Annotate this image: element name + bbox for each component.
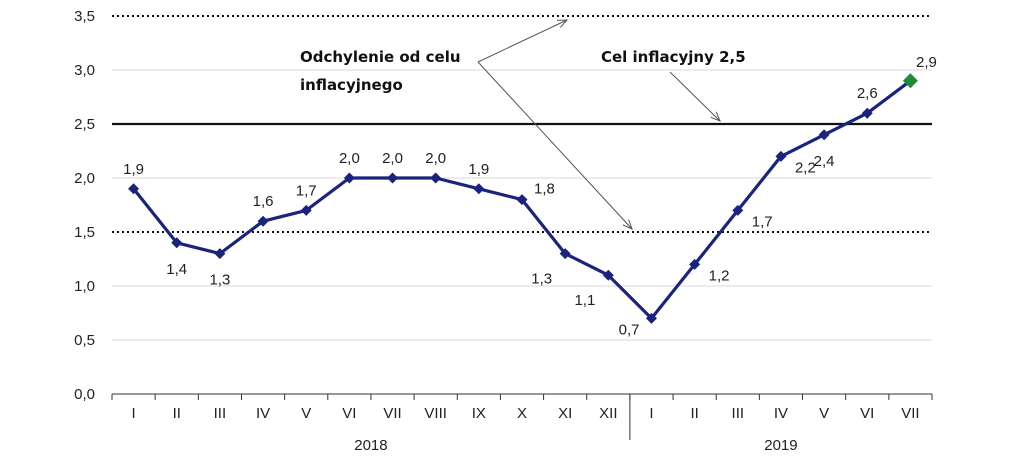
gridlines (112, 69, 932, 341)
x-tick-label: V (301, 405, 311, 422)
data-label: 1,1 (574, 292, 595, 309)
data-label: 1,7 (296, 182, 317, 199)
y-tick-label: 1,0 (74, 278, 95, 295)
data-label: 1,7 (752, 213, 773, 230)
x-tick-label: VI (860, 405, 874, 422)
data-point-marker (473, 183, 485, 195)
data-labels: 1,9 1,4 1,3 1,6 1,7 2,0 2,0 2,0 1,9 1,8 1,3 1,1 0,7 1… (123, 54, 937, 339)
x-tick-label: IV (774, 405, 788, 422)
data-label: 1,4 (166, 261, 187, 278)
x-tick-label: III (214, 405, 227, 422)
data-label: 1,8 (534, 181, 555, 198)
data-point-marker (559, 248, 571, 260)
year-label: 2018 (354, 437, 387, 454)
y-tick-label: 2,5 (74, 116, 95, 133)
annotations: Odchylenie od celu inflacyjnego Cel infl… (300, 48, 746, 94)
x-tick-label: V (819, 405, 829, 422)
data-label: 2,0 (382, 150, 403, 167)
annotation-deviation-line2: inflacyjnego (300, 76, 403, 94)
data-label: 2,6 (857, 85, 878, 102)
x-tick-label: I (649, 405, 653, 422)
data-label: 0,7 (619, 321, 640, 338)
data-point-marker (645, 312, 657, 324)
data-point-marker (214, 248, 226, 260)
x-tick-label: VII (383, 405, 401, 422)
data-point-marker (516, 194, 528, 206)
annotation-arrowhead (556, 19, 569, 28)
data-point-marker (861, 107, 873, 119)
x-tick-label: IV (256, 405, 270, 422)
annotation-arrow (477, 61, 633, 230)
annotation-arrowhead (710, 111, 721, 122)
y-tick-label: 3,5 (74, 8, 95, 25)
annotation-arrowhead (622, 219, 633, 230)
data-label: 1,6 (253, 193, 274, 210)
x-tick-label: VII (901, 405, 919, 422)
markers (128, 73, 918, 324)
data-point-marker (171, 237, 183, 249)
x-tick-label: II (173, 405, 181, 422)
x-tick-label: IX (472, 405, 486, 422)
annotation-arrows (477, 19, 721, 230)
x-tick-label: X (517, 405, 527, 422)
data-label: 2,0 (425, 150, 446, 167)
data-label: 1,2 (709, 267, 730, 284)
annotation-arrow (669, 71, 721, 122)
annotation-arrow (477, 19, 568, 63)
y-tick-label: 2,0 (74, 170, 95, 187)
y-tick-labels: 0,0 0,5 1,0 1,5 2,0 2,5 3,0 3,5 (74, 8, 95, 403)
data-point-marker (818, 129, 830, 141)
data-point-marker (775, 150, 787, 162)
annotation-target: Cel inflacyjny 2,5 (601, 48, 746, 66)
x-tick-label: II (690, 405, 698, 422)
x-tick-label: I (131, 405, 135, 422)
data-point-marker (430, 172, 442, 184)
data-point-marker (689, 258, 701, 270)
x-tick-label: VI (342, 405, 356, 422)
data-label: 1,9 (123, 161, 144, 178)
x-tick-label: VIII (424, 405, 447, 422)
annotation-deviation-line1: Odchylenie od celu (300, 48, 461, 66)
y-tick-label: 0,0 (74, 386, 95, 403)
y-tick-label: 1,5 (74, 224, 95, 241)
data-point-marker (300, 204, 312, 216)
data-label: 1,9 (468, 161, 489, 178)
data-label: 2,9 (916, 54, 937, 71)
x-tick-label: XII (599, 405, 617, 422)
data-point-marker (602, 269, 614, 281)
data-point-marker (128, 183, 140, 195)
x-tick-label: III (732, 405, 745, 422)
year-label: 2019 (764, 437, 797, 454)
data-point-marker (343, 172, 355, 184)
data-label: 2,4 (814, 153, 835, 170)
data-point-marker (732, 204, 744, 216)
data-point-marker (257, 215, 269, 227)
data-point-marker (387, 172, 399, 184)
data-label: 2,0 (339, 150, 360, 167)
x-tick-label: XI (558, 405, 572, 422)
data-label: 1,3 (209, 272, 230, 289)
year-labels: 2018 2019 (354, 437, 797, 454)
x-tick-labels: I II III IV V VI VII VIII IX X XI XII I II III IV V VI VII (131, 405, 919, 422)
data-label: 2,2 (795, 159, 816, 176)
data-label: 1,3 (531, 271, 552, 288)
y-tick-label: 3,0 (74, 62, 95, 79)
axes (111, 393, 933, 440)
y-tick-label: 0,5 (74, 332, 95, 349)
data-point-marker-latest (902, 73, 918, 89)
